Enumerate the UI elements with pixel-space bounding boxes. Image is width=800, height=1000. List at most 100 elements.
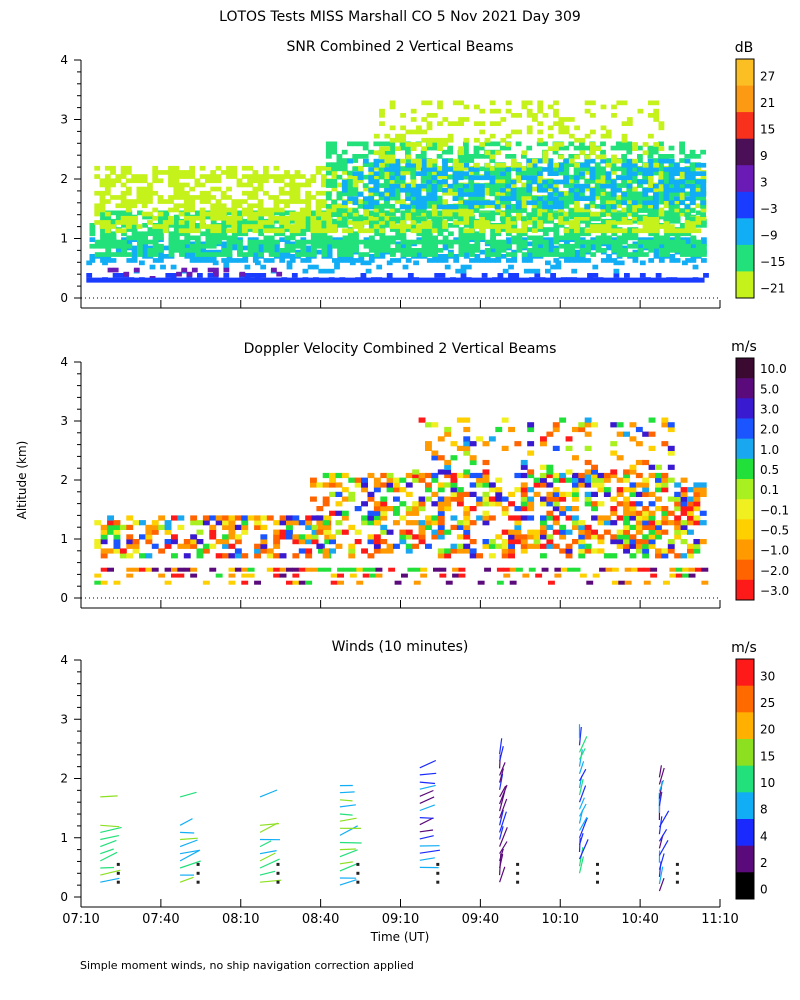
snr-cell <box>389 207 396 213</box>
wind-barb <box>658 866 664 885</box>
velocity-strip <box>458 573 466 578</box>
snr-cell <box>416 125 422 131</box>
snr-cell <box>378 183 385 188</box>
snr-cell <box>680 248 686 253</box>
snr-cell <box>170 273 177 278</box>
snr-cell <box>289 258 296 263</box>
snr-cell <box>690 248 697 253</box>
snr-cell <box>389 178 396 184</box>
snr-cell <box>573 192 580 197</box>
snr-cell <box>595 146 602 151</box>
snr-cell <box>305 223 312 228</box>
snr-cell <box>210 178 217 184</box>
snr-cell <box>632 146 638 151</box>
velocity-cell <box>648 417 656 423</box>
snr-cell <box>274 231 280 237</box>
velocity-cell <box>699 520 707 526</box>
colorbar-swatch <box>736 739 754 767</box>
snr-cell <box>642 187 649 193</box>
velocity-cell <box>693 491 701 497</box>
velocity-cell <box>514 506 522 512</box>
snr-cell <box>585 258 591 263</box>
velocity-strip <box>599 567 606 572</box>
snr-cell <box>416 254 423 259</box>
velocity-cell <box>693 515 701 521</box>
snr-cell <box>352 196 359 201</box>
wind-marker <box>116 880 120 884</box>
snr-cell <box>573 196 580 201</box>
snr-cell <box>611 239 618 245</box>
snr-cell <box>173 203 180 209</box>
snr-cell <box>621 100 628 106</box>
snr-cell <box>563 216 569 222</box>
velocity-cell <box>546 524 554 530</box>
velocity-cell <box>425 441 432 447</box>
snr-cell <box>400 170 406 175</box>
snr-cell <box>637 199 643 205</box>
snr-cell <box>558 210 565 216</box>
velocity-strip <box>420 567 428 572</box>
velocity-cell <box>456 543 464 549</box>
velocity-cell <box>565 506 573 512</box>
snr-cell <box>610 166 617 172</box>
velocity-strip <box>688 567 696 572</box>
snr-cell <box>516 129 522 135</box>
snr-cell <box>589 196 596 201</box>
velocity-cell <box>322 548 330 554</box>
velocity-strip <box>516 567 523 572</box>
velocity-strip <box>535 573 543 578</box>
velocity-cell <box>687 510 694 516</box>
velocity-cell <box>623 501 630 507</box>
snr-cell <box>611 104 617 110</box>
velocity-cell <box>100 553 108 559</box>
snr-cell <box>490 243 496 249</box>
snr-cell <box>231 174 238 179</box>
snr-cell <box>160 264 166 270</box>
snr-cell <box>189 215 195 221</box>
snr-cell <box>431 170 438 175</box>
velocity-cell <box>488 482 496 488</box>
snr-cell <box>389 195 395 201</box>
velocity-cell <box>311 524 319 530</box>
snr-cell <box>136 174 143 179</box>
snr-cell <box>321 190 327 196</box>
snr-cell <box>199 165 206 171</box>
y-tick-label: 0 <box>60 890 68 904</box>
velocity-cell <box>341 529 349 535</box>
snr-cell <box>452 220 459 225</box>
snr-cell <box>199 211 206 217</box>
snr-cell <box>700 192 707 197</box>
snr-cell <box>663 196 670 201</box>
snr-cell <box>648 243 655 249</box>
snr-cell <box>489 158 496 163</box>
velocity-strip <box>286 580 293 585</box>
snr-cell <box>605 204 612 209</box>
snr-cell <box>489 149 496 155</box>
snr-cell <box>357 216 364 222</box>
snr-cell <box>257 220 264 225</box>
snr-cell <box>505 145 511 151</box>
snr-cell <box>547 196 554 201</box>
snr-cell <box>534 268 541 274</box>
velocity-cell <box>171 539 178 545</box>
snr-cell <box>700 149 706 155</box>
snr-cell <box>463 207 470 213</box>
snr-cell <box>589 211 596 217</box>
snr-cell <box>152 227 159 232</box>
snr-cell <box>260 264 267 270</box>
velocity-cell <box>514 529 522 535</box>
velocity-cell <box>661 422 669 428</box>
snr-cell <box>210 231 217 237</box>
snr-cell <box>241 174 248 179</box>
velocity-cell <box>540 477 547 483</box>
colorbar-swatch <box>736 112 754 140</box>
velocity-strip <box>605 567 613 572</box>
velocity-cell <box>623 472 630 479</box>
snr-cell <box>684 224 691 229</box>
snr-cell <box>94 239 101 245</box>
snr-cell <box>300 237 307 242</box>
snr-cell <box>321 215 327 221</box>
snr-cell <box>563 162 569 167</box>
snr-cell <box>564 235 570 241</box>
